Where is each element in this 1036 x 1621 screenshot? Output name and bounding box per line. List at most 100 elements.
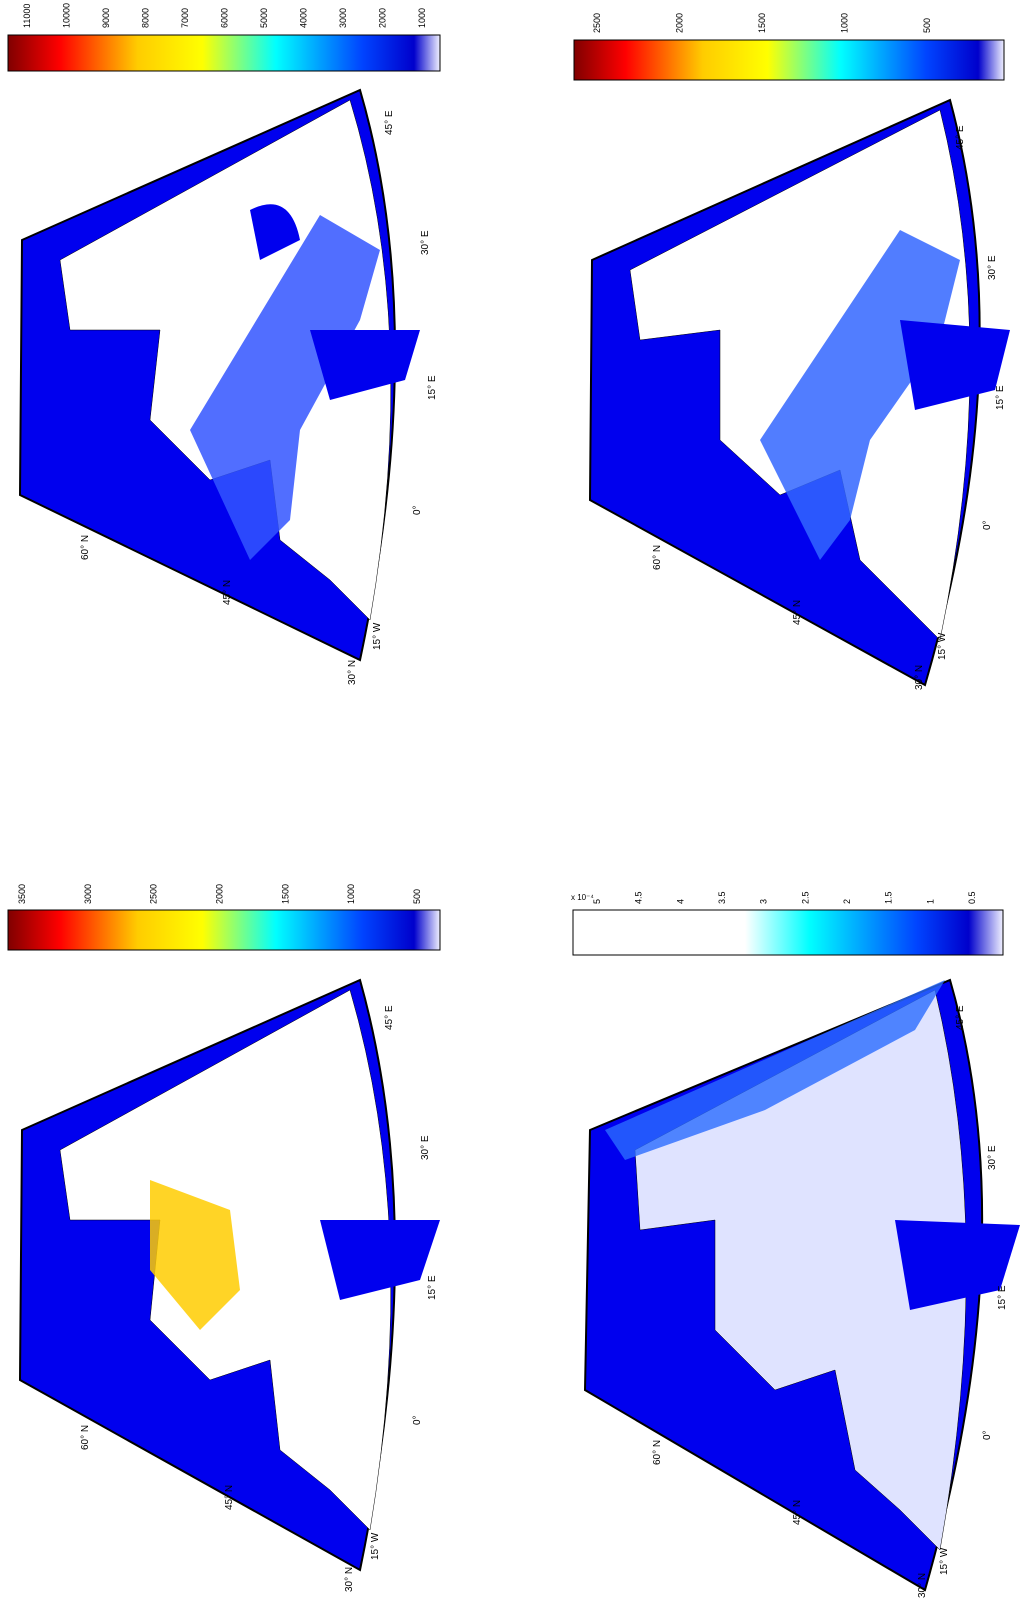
data-field-bottom-right xyxy=(605,980,945,1160)
map-svg: 60° N 45° N 30° N 15° W 0° 15° E 30° E 4… xyxy=(7,884,441,1592)
map-svg: 60° N 45° N 30° N 15° W 0° 15° E 30° E 4… xyxy=(7,3,441,685)
lat-labels: 60° N 45° N 30° N xyxy=(80,535,358,685)
lat-label: 45° N xyxy=(792,1500,803,1525)
lat-label: 30° N xyxy=(917,1573,928,1598)
lat-label: 60° N xyxy=(80,1425,91,1450)
lon-label: 15° E xyxy=(427,1275,438,1300)
colorbar-tick-label: 10000 xyxy=(62,3,72,28)
colorbar-tick-label: 5000 xyxy=(259,8,269,28)
data-field-top-left xyxy=(190,215,380,560)
colorbar-gradient xyxy=(7,34,441,72)
lon-label: 0° xyxy=(982,520,993,530)
lon-label: 30° E xyxy=(420,1135,431,1160)
colorbar-tick-label: 1500 xyxy=(280,884,290,904)
map-sector xyxy=(583,978,1020,1592)
lon-label: 45° E xyxy=(955,1005,966,1030)
lat-labels: 60° N 45° N 30° N xyxy=(80,1425,355,1592)
data-field-bottom-left xyxy=(150,1180,240,1330)
lon-label: 0° xyxy=(982,1430,993,1440)
colorbar: x 10⁻⁴ xyxy=(571,893,1004,956)
colorbar-tick-label: 4.5 xyxy=(634,891,644,904)
land-mass xyxy=(634,989,967,1551)
lat-label: 45° N xyxy=(222,580,233,605)
colorbar-gradient xyxy=(572,909,1004,956)
colorbar-tick-label: 11000 xyxy=(22,4,32,28)
colorbar-tick-label: 3.5 xyxy=(717,891,727,904)
lon-label: 45° E xyxy=(384,1005,395,1030)
lon-label: 45° E xyxy=(955,125,966,150)
colorbar-tick-label: 2.5 xyxy=(800,891,810,904)
map-sector xyxy=(18,978,440,1572)
lat-label: 30° N xyxy=(344,1567,355,1592)
map-panel-bottom-left: 60° N 45° N 30° N 15° W 0° 15° E 30° E 4… xyxy=(0,880,470,1600)
colorbar-tick-label: 9000 xyxy=(101,8,111,28)
sea-body xyxy=(895,1220,1020,1310)
colorbar-tick-label: 1 xyxy=(925,899,935,904)
land-mass xyxy=(629,109,971,641)
lat-label: 60° N xyxy=(652,545,663,570)
lon-labels: 15° W 0° 15° E 30° E 45° E xyxy=(372,110,438,650)
lat-label: 60° N xyxy=(652,1440,663,1465)
colorbar-ticks: 2500 2000 1500 1000 500 xyxy=(592,13,932,33)
lon-label: 30° E xyxy=(987,1145,998,1170)
sea-body xyxy=(250,204,300,260)
colorbar-tick-label: 1000 xyxy=(417,8,427,28)
colorbar-tick-label: 3000 xyxy=(83,884,93,904)
colorbar-tick-label: 7000 xyxy=(180,8,190,28)
lon-label: 15° W xyxy=(370,1532,381,1560)
lon-label: 0° xyxy=(412,1415,423,1425)
colorbar-tick-label: 8000 xyxy=(141,8,151,28)
colorbar-tick-label: 3000 xyxy=(338,8,348,28)
colorbar-gradient xyxy=(7,909,441,951)
colorbar-tick-label: 2000 xyxy=(215,884,225,904)
lon-label: 15° W xyxy=(939,1547,950,1575)
lon-label: 30° E xyxy=(420,230,431,255)
colorbar-tick-label: 2000 xyxy=(675,13,685,33)
colorbar-tick-label: 4000 xyxy=(299,8,309,28)
colorbar xyxy=(7,34,441,72)
lat-labels: 60° N 45° N 30° N xyxy=(652,1440,928,1598)
colorbar-gradient xyxy=(573,39,1005,81)
lon-label: 15° E xyxy=(427,375,438,400)
colorbar-tick-label: 1000 xyxy=(840,13,850,33)
colorbar xyxy=(573,39,1005,81)
lat-label: 45° N xyxy=(224,1485,235,1510)
map-panel-top-right: 60° N 45° N 30° N 15° W 0° 15° E 30° E 4… xyxy=(570,0,1036,700)
colorbar-exponent: x 10⁻⁴ xyxy=(571,893,594,902)
colorbar-tick-label: 2500 xyxy=(149,884,159,904)
colorbar-tick-label: 1000 xyxy=(346,884,356,904)
colorbar-tick-label: 0.5 xyxy=(967,891,977,904)
lon-labels: 15° W 0° 15° E 30° E 45° E xyxy=(939,1005,1008,1575)
colorbar-tick-label: 1500 xyxy=(757,13,767,33)
lat-label: 30° N xyxy=(347,660,358,685)
colorbar-tick-label: 6000 xyxy=(220,8,230,28)
colorbar-ticks: 3500 3000 2500 2000 1500 1000 500 xyxy=(17,884,422,904)
lon-labels: 15° W 0° 15° E 30° E 45° E xyxy=(370,1005,438,1560)
colorbar-tick-label: 2000 xyxy=(378,8,388,28)
colorbar-tick-label: 3 xyxy=(759,899,769,904)
lat-label: 60° N xyxy=(80,535,91,560)
lon-labels: 15° W 0° 15° E 30° E 45° E xyxy=(937,125,1006,660)
lon-label: 15° W xyxy=(937,632,948,660)
map-svg: x 10⁻⁴ 60° N 45° N 30° N 15° W 0° 15° E … xyxy=(571,891,1020,1598)
lat-labels: 60° N 45° N 30° N xyxy=(652,545,925,690)
map-sector xyxy=(18,88,420,662)
lon-label: 15° E xyxy=(997,1285,1008,1310)
colorbar-tick-label: 1.5 xyxy=(884,891,894,904)
lat-label: 45° N xyxy=(792,600,803,625)
lon-label: 30° E xyxy=(987,255,998,280)
colorbar-tick-label: 500 xyxy=(922,18,932,33)
lon-label: 0° xyxy=(412,505,423,515)
data-field-top-right xyxy=(760,230,960,560)
colorbar-tick-label: 2 xyxy=(842,899,852,904)
colorbar-tick-label: 2500 xyxy=(592,13,602,33)
colorbar-ticks: 5 4.5 4 3.5 3 2.5 2 1.5 1 0.5 xyxy=(592,891,977,904)
sea-body xyxy=(900,320,1010,410)
map-svg: 60° N 45° N 30° N 15° W 0° 15° E 30° E 4… xyxy=(573,13,1010,690)
sea-body xyxy=(310,330,420,400)
colorbar-tick-label: 500 xyxy=(412,889,422,904)
colorbar xyxy=(7,909,441,951)
map-panel-bottom-right: x 10⁻⁴ 60° N 45° N 30° N 15° W 0° 15° E … xyxy=(565,880,1036,1600)
colorbar-tick-label: 4 xyxy=(675,899,685,904)
lon-label: 45° E xyxy=(384,110,395,135)
